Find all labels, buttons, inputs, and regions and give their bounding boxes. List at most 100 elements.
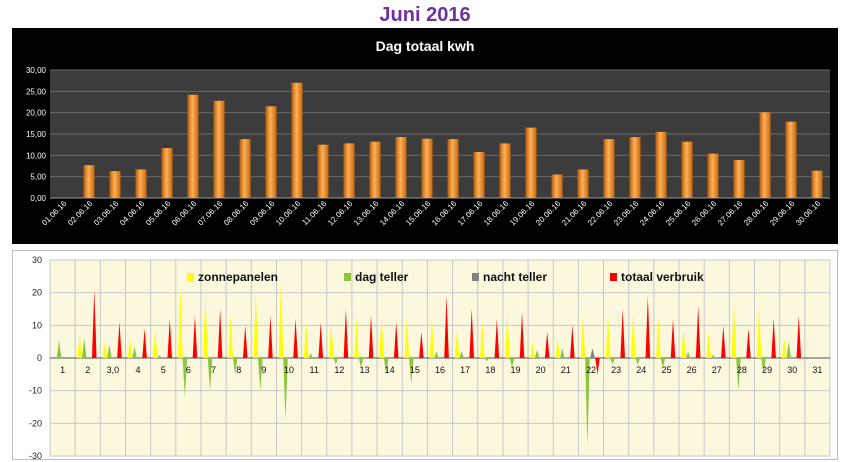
x-tick-label: 8 — [236, 365, 241, 375]
spike-dag-teller — [459, 351, 464, 358]
spike-zonnepanelen — [127, 338, 133, 358]
spike-zonnepanelen — [354, 318, 359, 358]
bar-29.06.16 — [785, 121, 797, 198]
spike-dag-teller — [81, 338, 87, 358]
y-tick-label: 20 — [32, 288, 42, 298]
bar-18.06.16 — [499, 143, 511, 198]
spike-totaal-verbruik — [771, 318, 776, 358]
spike-dag-teller — [434, 351, 439, 358]
spike-dag-teller — [585, 358, 590, 447]
spike-totaal-verbruik — [393, 322, 399, 358]
spike-dag-teller — [232, 358, 238, 375]
spike-totaal-verbruik — [444, 295, 449, 358]
spike-zonnepanelen — [429, 318, 435, 358]
spike-zonnepanelen — [152, 328, 158, 358]
x-tick-label: 30 — [787, 365, 797, 375]
spike-zonnepanelen — [781, 338, 787, 358]
spike-totaal-verbruik — [721, 325, 726, 358]
y-tick-label: -30 — [29, 451, 42, 460]
bar-05.06.16 — [161, 148, 173, 198]
x-tick-label: 16 — [435, 365, 445, 375]
x-tick-label: 19 — [510, 365, 520, 375]
y-tick-label: 10,00 — [26, 151, 47, 160]
y-tick-label: 5,00 — [30, 173, 46, 182]
spike-totaal-verbruik — [91, 289, 97, 358]
spike-dag-teller — [660, 358, 666, 368]
bar-20.06.16 — [551, 174, 563, 198]
spike-totaal-verbruik — [343, 309, 349, 358]
spike-zonnepanelen — [278, 279, 284, 358]
y-tick-label: 20,00 — [26, 109, 47, 118]
spike-totaal-verbruik — [242, 325, 248, 358]
bar-04.06.16 — [135, 169, 147, 198]
spike-zonnepanelen — [102, 341, 108, 358]
x-tick-label: 24 — [636, 365, 646, 375]
spike-dag-teller — [358, 358, 364, 368]
bar-02.06.16 — [83, 165, 95, 198]
y-tick-label: 15,00 — [26, 130, 47, 139]
x-tick-label: 18 — [485, 365, 495, 375]
spike-zonnepanelen — [178, 286, 183, 358]
legend-swatch-zonnepanelen — [187, 273, 194, 281]
spike-totaal-verbruik — [746, 328, 751, 358]
spike-dag-teller — [736, 358, 741, 391]
spike-zonnepanelen — [454, 328, 460, 358]
bar-24.06.16 — [655, 131, 667, 198]
spike-zonnepanelen — [505, 312, 510, 358]
spike-zonnepanelen — [656, 318, 661, 358]
spike-zonnepanelen — [228, 315, 233, 358]
spike-totaal-verbruik — [117, 322, 122, 358]
spike-zonnepanelen — [530, 341, 535, 358]
bar-11.06.16 — [317, 144, 329, 198]
spike-dag-teller — [182, 358, 188, 398]
spike-dag-teller — [132, 346, 137, 358]
bar-16.06.16 — [447, 139, 459, 198]
spike-zonnepanelen — [253, 292, 259, 358]
spike-dag-teller — [635, 358, 641, 365]
spike-dag-teller — [258, 358, 263, 391]
bar-08.06.16 — [239, 139, 251, 198]
spike-dag-teller — [484, 358, 490, 362]
bar-03.06.16 — [109, 171, 121, 198]
spike-totaal-verbruik — [469, 309, 475, 358]
bar-06.06.16 — [187, 94, 199, 198]
bar-14.06.16 — [395, 136, 407, 198]
bar-19.06.16 — [525, 127, 537, 198]
spike-totaal-verbruik — [519, 312, 525, 358]
spike-totaal-verbruik — [544, 331, 550, 358]
spike-totaal-verbruik — [695, 305, 701, 358]
page-title: Juni 2016 — [379, 4, 471, 26]
spike-dag-teller — [107, 344, 112, 358]
x-tick-label: 14 — [385, 365, 395, 375]
spike-totaal-verbruik — [368, 315, 374, 358]
spike-totaal-verbruik — [167, 318, 173, 358]
bar-12.06.16 — [343, 143, 355, 198]
spike-dag-teller — [786, 341, 792, 358]
x-tick-label: 9 — [261, 365, 266, 375]
spike-zonnepanelen — [731, 302, 737, 358]
legend-label: nacht teller — [483, 270, 547, 284]
bar-27.06.16 — [733, 160, 745, 198]
x-tick-label: 2 — [85, 365, 90, 375]
bar-09.06.16 — [265, 106, 277, 198]
x-tick-label: 23 — [611, 365, 621, 375]
spike-zonnepanelen — [303, 322, 309, 358]
bar-15.06.16 — [421, 138, 433, 198]
x-tick-label: 12 — [334, 365, 344, 375]
spike-zonnepanelen — [479, 322, 485, 358]
spike-zonnepanelen — [756, 305, 762, 358]
spike-totaal-verbruik — [318, 322, 324, 358]
y-tick-label: 25,00 — [26, 87, 47, 96]
bar-25.06.16 — [681, 141, 693, 198]
spike-totaal-verbruik — [645, 295, 651, 358]
spike-dag-teller — [157, 354, 163, 358]
legend-label: zonnepanelen — [198, 270, 278, 284]
daily-total-chart: Dag totaal kwh 0,00 5,00 10,00 15,00 20,00 25,… — [12, 28, 838, 244]
x-tick-label: 25 — [661, 365, 671, 375]
chart-title: Dag totaal kwh — [376, 38, 475, 54]
x-tick-label: 27 — [712, 365, 722, 375]
spike-dag-teller — [509, 358, 515, 368]
spike-zonnepanelen — [203, 292, 208, 358]
y-tick-label: -20 — [29, 418, 42, 428]
